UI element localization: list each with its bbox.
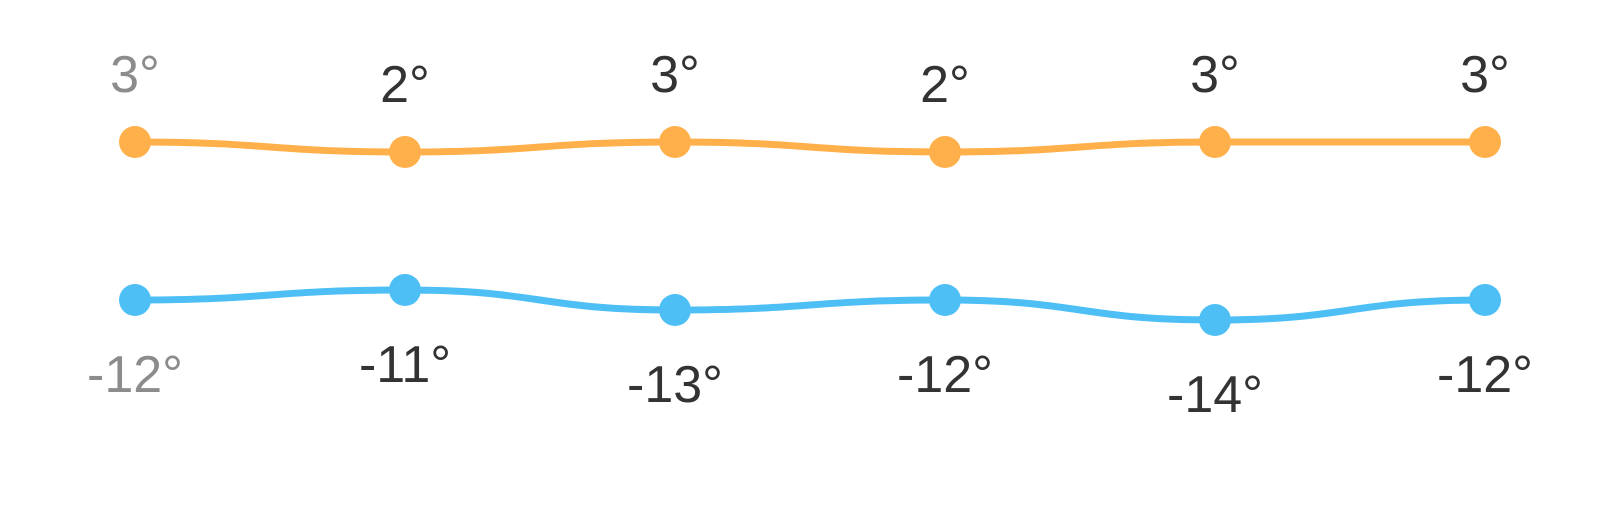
- high-temp-point-2: [389, 136, 421, 168]
- low-temp-label-1: -12°: [87, 346, 183, 404]
- low-temp-label-5: -14°: [1167, 366, 1263, 424]
- high-temp-point-5: [1199, 126, 1231, 158]
- high-temp-series: 3° 2° 3° 2° 3° 3°: [110, 46, 1510, 168]
- low-temp-point-5: [1199, 304, 1231, 336]
- high-temp-label-5: 3°: [1190, 46, 1240, 104]
- low-temp-series: -12° -11° -13° -12° -14° -12°: [87, 274, 1533, 424]
- low-temp-point-1: [119, 284, 151, 316]
- low-temp-point-4: [929, 284, 961, 316]
- low-temp-label-6: -12°: [1437, 346, 1533, 404]
- high-temp-line: [131, 138, 1489, 156]
- low-temp-point-2: [389, 274, 421, 306]
- high-temp-point-1: [119, 126, 151, 158]
- high-temp-point-4: [929, 136, 961, 168]
- high-temp-label-3: 3°: [650, 46, 700, 104]
- low-temp-point-6: [1469, 284, 1501, 316]
- high-temp-label-2: 2°: [380, 56, 430, 114]
- high-temp-label-6: 3°: [1460, 46, 1510, 104]
- low-temp-line: [131, 286, 1489, 324]
- low-temp-label-3: -13°: [627, 356, 723, 414]
- high-temp-point-6: [1469, 126, 1501, 158]
- low-temp-label-4: -12°: [897, 346, 993, 404]
- low-temp-point-3: [659, 294, 691, 326]
- high-temp-label-4: 2°: [920, 56, 970, 114]
- low-temp-label-2: -11°: [359, 336, 451, 394]
- high-temp-label-1: 3°: [110, 46, 160, 104]
- high-temp-point-3: [659, 126, 691, 158]
